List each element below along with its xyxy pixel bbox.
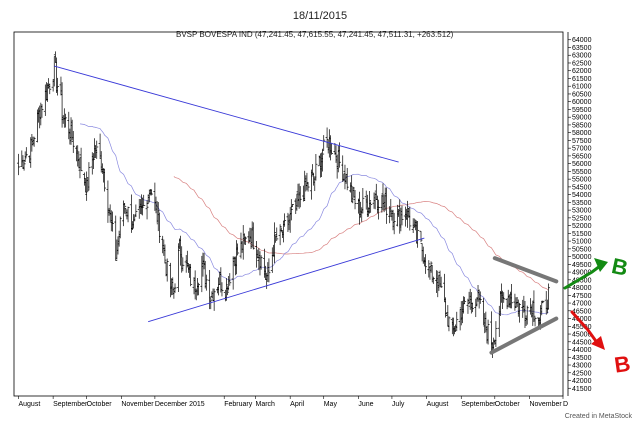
y-tick-label: 44500 [572, 339, 592, 346]
y-tick-label: 42500 [572, 370, 592, 377]
y-tick-label: 48500 [572, 277, 592, 284]
x-tick-label: August [427, 401, 449, 408]
y-tick-label: 43000 [572, 363, 592, 370]
y-tick-label: 61000 [572, 84, 592, 91]
y-tick-label: 54500 [572, 184, 592, 191]
chart-title: BVSP BOVESPA IND (47,241.45, 47,615.55, … [176, 30, 454, 39]
y-tick-label: 52000 [572, 223, 592, 230]
channel-line [492, 256, 559, 284]
plot-frame [13, 31, 564, 397]
annotation-label-red: B [613, 351, 632, 378]
y-tick-label: 41500 [572, 386, 592, 393]
y-tick-label: 51000 [572, 239, 592, 246]
y-tick-label: 49500 [572, 262, 592, 269]
channel-line [489, 316, 559, 355]
y-tick-label: 50000 [572, 254, 592, 261]
y-tick-label: 58500 [572, 122, 592, 129]
x-tick-label: October [495, 401, 521, 408]
y-tick-label: 43500 [572, 355, 592, 362]
y-tick-label: 47000 [572, 301, 592, 308]
y-tick-label: 49000 [572, 270, 592, 277]
y-tick-label: 45500 [572, 324, 592, 331]
y-tick-label: 47500 [572, 293, 592, 300]
y-tick-label: 61500 [572, 76, 592, 83]
y-tick-label: 64000 [572, 37, 592, 44]
y-tick-label: 50500 [572, 246, 592, 253]
y-tick-label: 53500 [572, 200, 592, 207]
y-tick-label: 63500 [572, 45, 592, 52]
x-tick-label: April [290, 401, 304, 408]
x-tick-label: September [461, 401, 496, 408]
y-tick-label: 56000 [572, 161, 592, 168]
annotation-label-green: B [609, 253, 630, 281]
y-tick-label: 54000 [572, 192, 592, 199]
y-tick-label: 44000 [572, 347, 592, 354]
y-tick-label: 63000 [572, 53, 592, 60]
y-tick-label: 46500 [572, 308, 592, 315]
x-tick-label: June [358, 401, 373, 408]
metastock-credit: Created in MetaStock [564, 413, 632, 420]
y-tick-label: 53000 [572, 208, 592, 215]
y-tick-label: 51500 [572, 231, 592, 238]
y-tick-label: 59000 [572, 115, 592, 122]
x-tick-label: May [324, 401, 338, 408]
y-tick-label: 42000 [572, 378, 592, 385]
y-tick-label: 56500 [572, 153, 592, 160]
y-tick-label: 59500 [572, 107, 592, 114]
trendline-resistance [54, 65, 399, 163]
x-tick-label: August [18, 401, 40, 408]
y-tick-label: 60000 [572, 99, 592, 106]
green-arrow [563, 264, 602, 290]
x-tick-label: February [224, 401, 253, 408]
x-tick-label: November [529, 401, 562, 408]
x-tick-label: December 2015 [155, 401, 205, 408]
y-tick-label: 55500 [572, 169, 592, 176]
x-tick-label: September [53, 401, 88, 408]
red-arrowhead [591, 336, 605, 350]
green-arrowhead [594, 258, 608, 272]
y-tick-label: 58000 [572, 130, 592, 137]
y-tick-label: 62000 [572, 68, 592, 75]
y-tick-label: 52500 [572, 215, 592, 222]
y-tick-label: 62500 [572, 60, 592, 67]
y-tick-label: 48000 [572, 285, 592, 292]
moving-average-slow [173, 176, 549, 291]
x-tick-label: March [256, 401, 276, 408]
y-tick-label: 46000 [572, 316, 592, 323]
x-tick-label: November [121, 401, 154, 408]
y-tick-label: 45000 [572, 332, 592, 339]
y-tick-label: 57500 [572, 138, 592, 145]
x-tick-label: October [87, 401, 113, 408]
red-arrow [570, 310, 600, 346]
y-tick-label: 60500 [572, 91, 592, 98]
chart-date: 18/11/2015 [292, 10, 348, 22]
y-tick-label: 55000 [572, 177, 592, 184]
trendline-support [148, 237, 425, 323]
x-tick-label: July [392, 401, 405, 408]
x-tick-label: D [563, 401, 568, 408]
y-tick-label: 57000 [572, 146, 592, 153]
